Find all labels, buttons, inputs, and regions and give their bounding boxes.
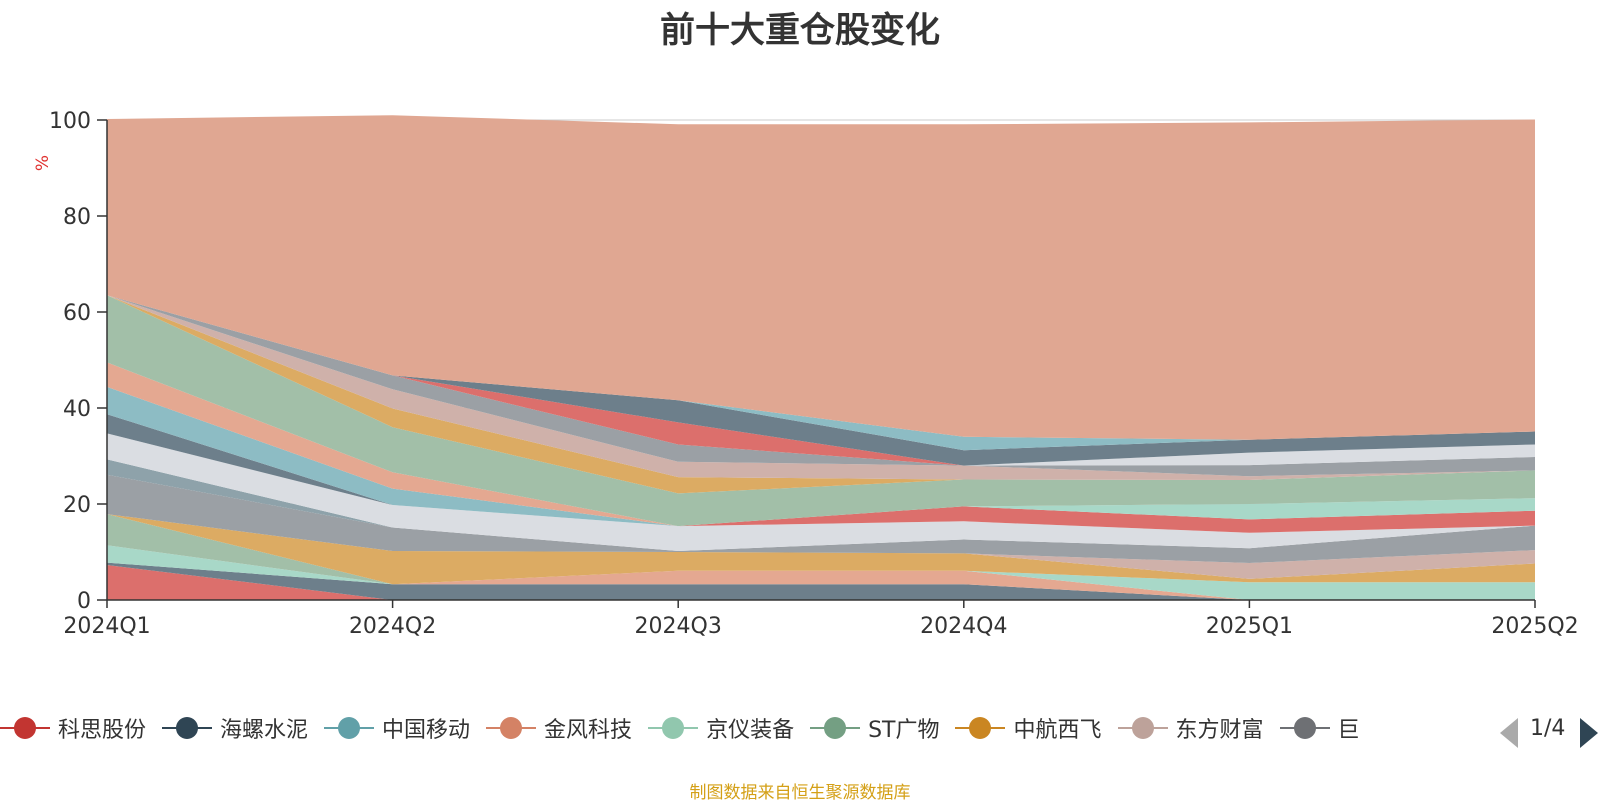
- legend-item[interactable]: ST广物: [810, 712, 939, 744]
- legend-marker-icon: [486, 716, 537, 740]
- y-tick-label: 20: [63, 493, 91, 518]
- area-series-23: [107, 115, 1535, 440]
- legend-item[interactable]: 科思股份: [0, 712, 146, 744]
- area-series-2: [107, 562, 1535, 600]
- legend-label: ST广物: [868, 718, 940, 743]
- y-tick-label: 0: [77, 589, 91, 614]
- legend-prev-page-icon[interactable]: [1500, 718, 1518, 748]
- legend-next-page-icon[interactable]: [1580, 718, 1598, 748]
- area-series-21: [107, 295, 1535, 466]
- area-series-5: [107, 514, 1535, 585]
- legend-marker-icon: [810, 716, 861, 740]
- area-series-18: [107, 295, 1535, 477]
- y-tick-label: 80: [63, 205, 91, 230]
- x-tick-label: 2025Q1: [1206, 614, 1293, 639]
- legend-page-indicator: 1/4: [1530, 716, 1566, 741]
- x-tick-label: 2025Q2: [1491, 614, 1578, 639]
- area-series-19: [107, 295, 1535, 466]
- x-tick-label: 2024Q4: [920, 614, 1007, 639]
- legend-label: 东方财富: [1175, 718, 1264, 743]
- y-tick-label: 100: [49, 109, 91, 134]
- legend-label: 中国移动: [382, 718, 471, 743]
- area-series-7: [107, 474, 1535, 563]
- legend-marker-icon: [648, 716, 699, 740]
- legend-marker-icon: [162, 716, 213, 740]
- legend-label: 金风科技: [544, 718, 633, 743]
- legend-marker-icon: [1117, 716, 1168, 740]
- y-tick-label: 60: [63, 301, 91, 326]
- legend: 科思股份 海螺水泥 中国移动 金风科技 京仪装备 ST广物 中航西飞 东方财富 巨: [0, 712, 1490, 752]
- legend-label: 科思股份: [58, 718, 147, 743]
- legend-label: 海螺水泥: [220, 718, 309, 743]
- area-series-10: [107, 433, 1535, 533]
- legend-label: 巨: [1337, 718, 1360, 743]
- legend-label: 中航西飞: [1013, 718, 1102, 743]
- area-series-9: [107, 433, 1535, 551]
- legend-item[interactable]: 海螺水泥: [162, 712, 308, 744]
- chart-title: 前十大重仓股变化: [659, 11, 940, 51]
- legend-item[interactable]: 中国移动: [324, 712, 470, 744]
- area-series-3: [107, 545, 1535, 600]
- legend-marker-icon: [1279, 716, 1330, 740]
- x-tick-label: 2024Q1: [63, 614, 150, 639]
- data-source-note: 制图数据来自恒生聚源数据库: [689, 783, 911, 803]
- area-series-15: [107, 295, 1535, 527]
- legend-marker-icon: [0, 716, 50, 740]
- legend-marker-icon: [324, 716, 375, 740]
- area-series-6: [107, 514, 1535, 579]
- y-tick-label: 40: [63, 397, 91, 422]
- area-series-22: [107, 295, 1535, 451]
- legend-item[interactable]: 巨: [1279, 712, 1360, 744]
- area-series-1: [107, 562, 1535, 600]
- area-series-0: [107, 565, 1535, 600]
- legend-item[interactable]: 中航西飞: [955, 712, 1102, 744]
- y-axis-unit: %: [33, 155, 53, 171]
- legend-label: 京仪装备: [706, 718, 795, 743]
- legend-marker-icon: [955, 716, 1006, 740]
- legend-pager: 1/4: [1496, 716, 1600, 752]
- legend-item[interactable]: 京仪装备: [648, 712, 794, 744]
- legend-item[interactable]: 东方财富: [1117, 712, 1264, 744]
- x-tick-label: 2024Q3: [635, 614, 722, 639]
- area-series-13: [107, 386, 1535, 527]
- x-tick-label: 2024Q2: [349, 614, 436, 639]
- legend-item[interactable]: 金风科技: [486, 712, 632, 744]
